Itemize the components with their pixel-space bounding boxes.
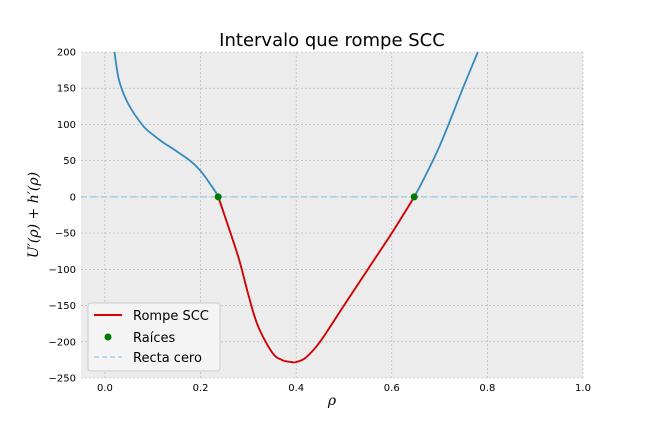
y-tick-label: −100 (49, 265, 76, 276)
legend-label-recta-cero: Recta cero (133, 351, 202, 366)
x-tick-label: 0.6 (384, 383, 400, 394)
y-tick-label: 150 (57, 84, 76, 95)
legend-box (87, 302, 221, 372)
x-tick-label: 0.2 (193, 383, 209, 394)
legend-label-raices: Raíces (133, 331, 175, 346)
y-tick-label: 100 (57, 120, 76, 131)
chart-title: Intervalo que rompe SCC (219, 30, 445, 51)
root-point (214, 193, 222, 201)
y-tick-label: −50 (55, 229, 76, 240)
x-tick-label: 0.4 (288, 383, 304, 394)
y-tick-label: 50 (63, 156, 76, 167)
series-layer (81, 51, 583, 364)
x-tick-label: 0.0 (97, 383, 113, 394)
y-tick-label: −250 (49, 374, 76, 385)
y-tick-labels: 200 150 100 50 0 −50 −100 −150 −200 −250 (49, 48, 76, 385)
y-tick-label: 200 (57, 48, 76, 59)
legend-label-rompe-scc: Rompe SCC (133, 309, 209, 324)
x-tick-label: 0.8 (479, 383, 495, 394)
x-axis-label: ρ (327, 393, 337, 409)
y-tick-label: 0 (70, 192, 76, 203)
y-tick-label: −150 (49, 301, 76, 312)
x-tick-labels: 0.0 0.2 0.4 0.6 0.8 1.0 (97, 383, 591, 394)
root-point (410, 193, 418, 201)
legend: Rompe SCC Raíces Recta cero (87, 302, 221, 372)
y-tick-label: −200 (49, 337, 76, 348)
legend-marker-raices (104, 333, 112, 341)
x-tick-label: 1.0 (575, 383, 591, 394)
series-rompe-scc (217, 196, 415, 364)
y-axis-label: U′(ρ) + h′(ρ) (26, 172, 42, 258)
